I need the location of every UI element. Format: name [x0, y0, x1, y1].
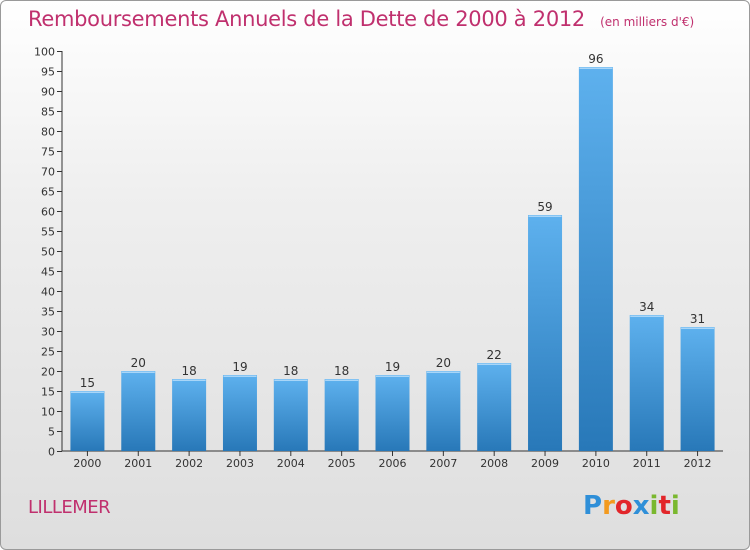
bar: [121, 371, 156, 451]
y-tick-label: 70: [41, 166, 55, 179]
x-tick-label: 2005: [328, 457, 356, 470]
x-tick-label: 2007: [429, 457, 457, 470]
logo-letter: r: [602, 491, 615, 521]
y-tick-label: 45: [41, 266, 55, 279]
y-tick-label: 20: [41, 366, 55, 379]
bar: [426, 371, 461, 451]
chart-subtitle: (en milliers d'€): [600, 15, 695, 29]
y-tick-label: 15: [41, 386, 55, 399]
bar-value-label: 15: [80, 376, 95, 390]
bar: [629, 315, 664, 451]
y-tick-label: 35: [41, 306, 55, 319]
bar-value-label: 22: [487, 348, 502, 362]
title-row: Remboursements Annuels de la Dette de 20…: [28, 7, 694, 31]
bar-highlight: [528, 215, 562, 217]
bar-highlight: [121, 371, 155, 373]
x-tick-label: 2011: [633, 457, 661, 470]
x-tick-label: 2008: [480, 457, 508, 470]
bar-value-label: 18: [283, 364, 298, 378]
y-tick-label: 0: [48, 446, 55, 459]
logo-letter: t: [658, 491, 671, 521]
x-tick-label: 2004: [277, 457, 305, 470]
x-tick-label: 2000: [73, 457, 101, 470]
y-tick-label: 40: [41, 286, 55, 299]
y-tick-label: 10: [41, 406, 55, 419]
y-tick-label: 80: [41, 126, 55, 139]
logo-letter: P: [583, 491, 603, 521]
bar-value-label: 20: [436, 356, 451, 370]
logo-letter: i: [649, 491, 659, 521]
y-tick-label: 85: [41, 106, 55, 119]
y-tick-label: 100: [34, 46, 55, 59]
x-tick-label: 2002: [175, 457, 203, 470]
logo-letter: x: [632, 491, 650, 521]
y-tick-label: 50: [41, 246, 55, 259]
bar: [70, 391, 105, 451]
y-tick-label: 60: [41, 206, 55, 219]
bar: [375, 375, 410, 451]
chart-title: Remboursements Annuels de la Dette de 20…: [28, 7, 585, 31]
bar-highlight: [477, 363, 511, 365]
commune-name: LILLEMER: [28, 497, 111, 518]
bar-value-label: 34: [639, 300, 654, 314]
bar: [578, 67, 613, 451]
y-tick-label: 65: [41, 186, 55, 199]
bar: [680, 327, 715, 451]
y-tick-label: 25: [41, 346, 55, 359]
bar-highlight: [579, 67, 613, 69]
bar-value-label: 19: [232, 360, 247, 374]
proxiti-logo: Proxiti: [583, 491, 680, 521]
x-tick-label: 2012: [684, 457, 712, 470]
y-tick-label: 75: [41, 146, 55, 159]
y-tick-label: 90: [41, 86, 55, 99]
bar-value-label: 96: [588, 52, 603, 66]
x-tick-label: 2003: [226, 457, 254, 470]
x-tick-label: 2001: [124, 457, 152, 470]
bar-highlight: [376, 375, 409, 377]
bar-value-label: 18: [181, 364, 196, 378]
bar-highlight: [681, 327, 715, 329]
logo-letter: i: [670, 491, 680, 521]
bar-highlight: [223, 375, 257, 377]
bar-value-label: 31: [690, 312, 705, 326]
bar: [172, 379, 207, 451]
y-tick-label: 5: [48, 426, 55, 439]
x-tick-label: 2006: [379, 457, 407, 470]
bar-value-label: 59: [537, 200, 552, 214]
bar: [324, 379, 359, 451]
y-tick-label: 95: [41, 66, 55, 79]
bar: [273, 379, 308, 451]
x-tick-label: 2010: [582, 457, 610, 470]
bar: [528, 215, 563, 451]
bar: [477, 363, 512, 451]
bar-highlight: [70, 391, 104, 393]
bar-value-label: 20: [131, 356, 146, 370]
bar-highlight: [426, 371, 460, 373]
logo-letter: o: [614, 491, 633, 521]
bar: [222, 375, 257, 451]
y-tick-label: 55: [41, 226, 55, 239]
bar-highlight: [172, 379, 206, 381]
bar-highlight: [325, 379, 359, 381]
y-tick-label: 30: [41, 326, 55, 339]
bar-highlight: [630, 315, 664, 317]
bar-value-label: 19: [385, 360, 400, 374]
bar-value-label: 18: [334, 364, 349, 378]
x-tick-label: 2009: [531, 457, 559, 470]
bar-highlight: [274, 379, 308, 381]
